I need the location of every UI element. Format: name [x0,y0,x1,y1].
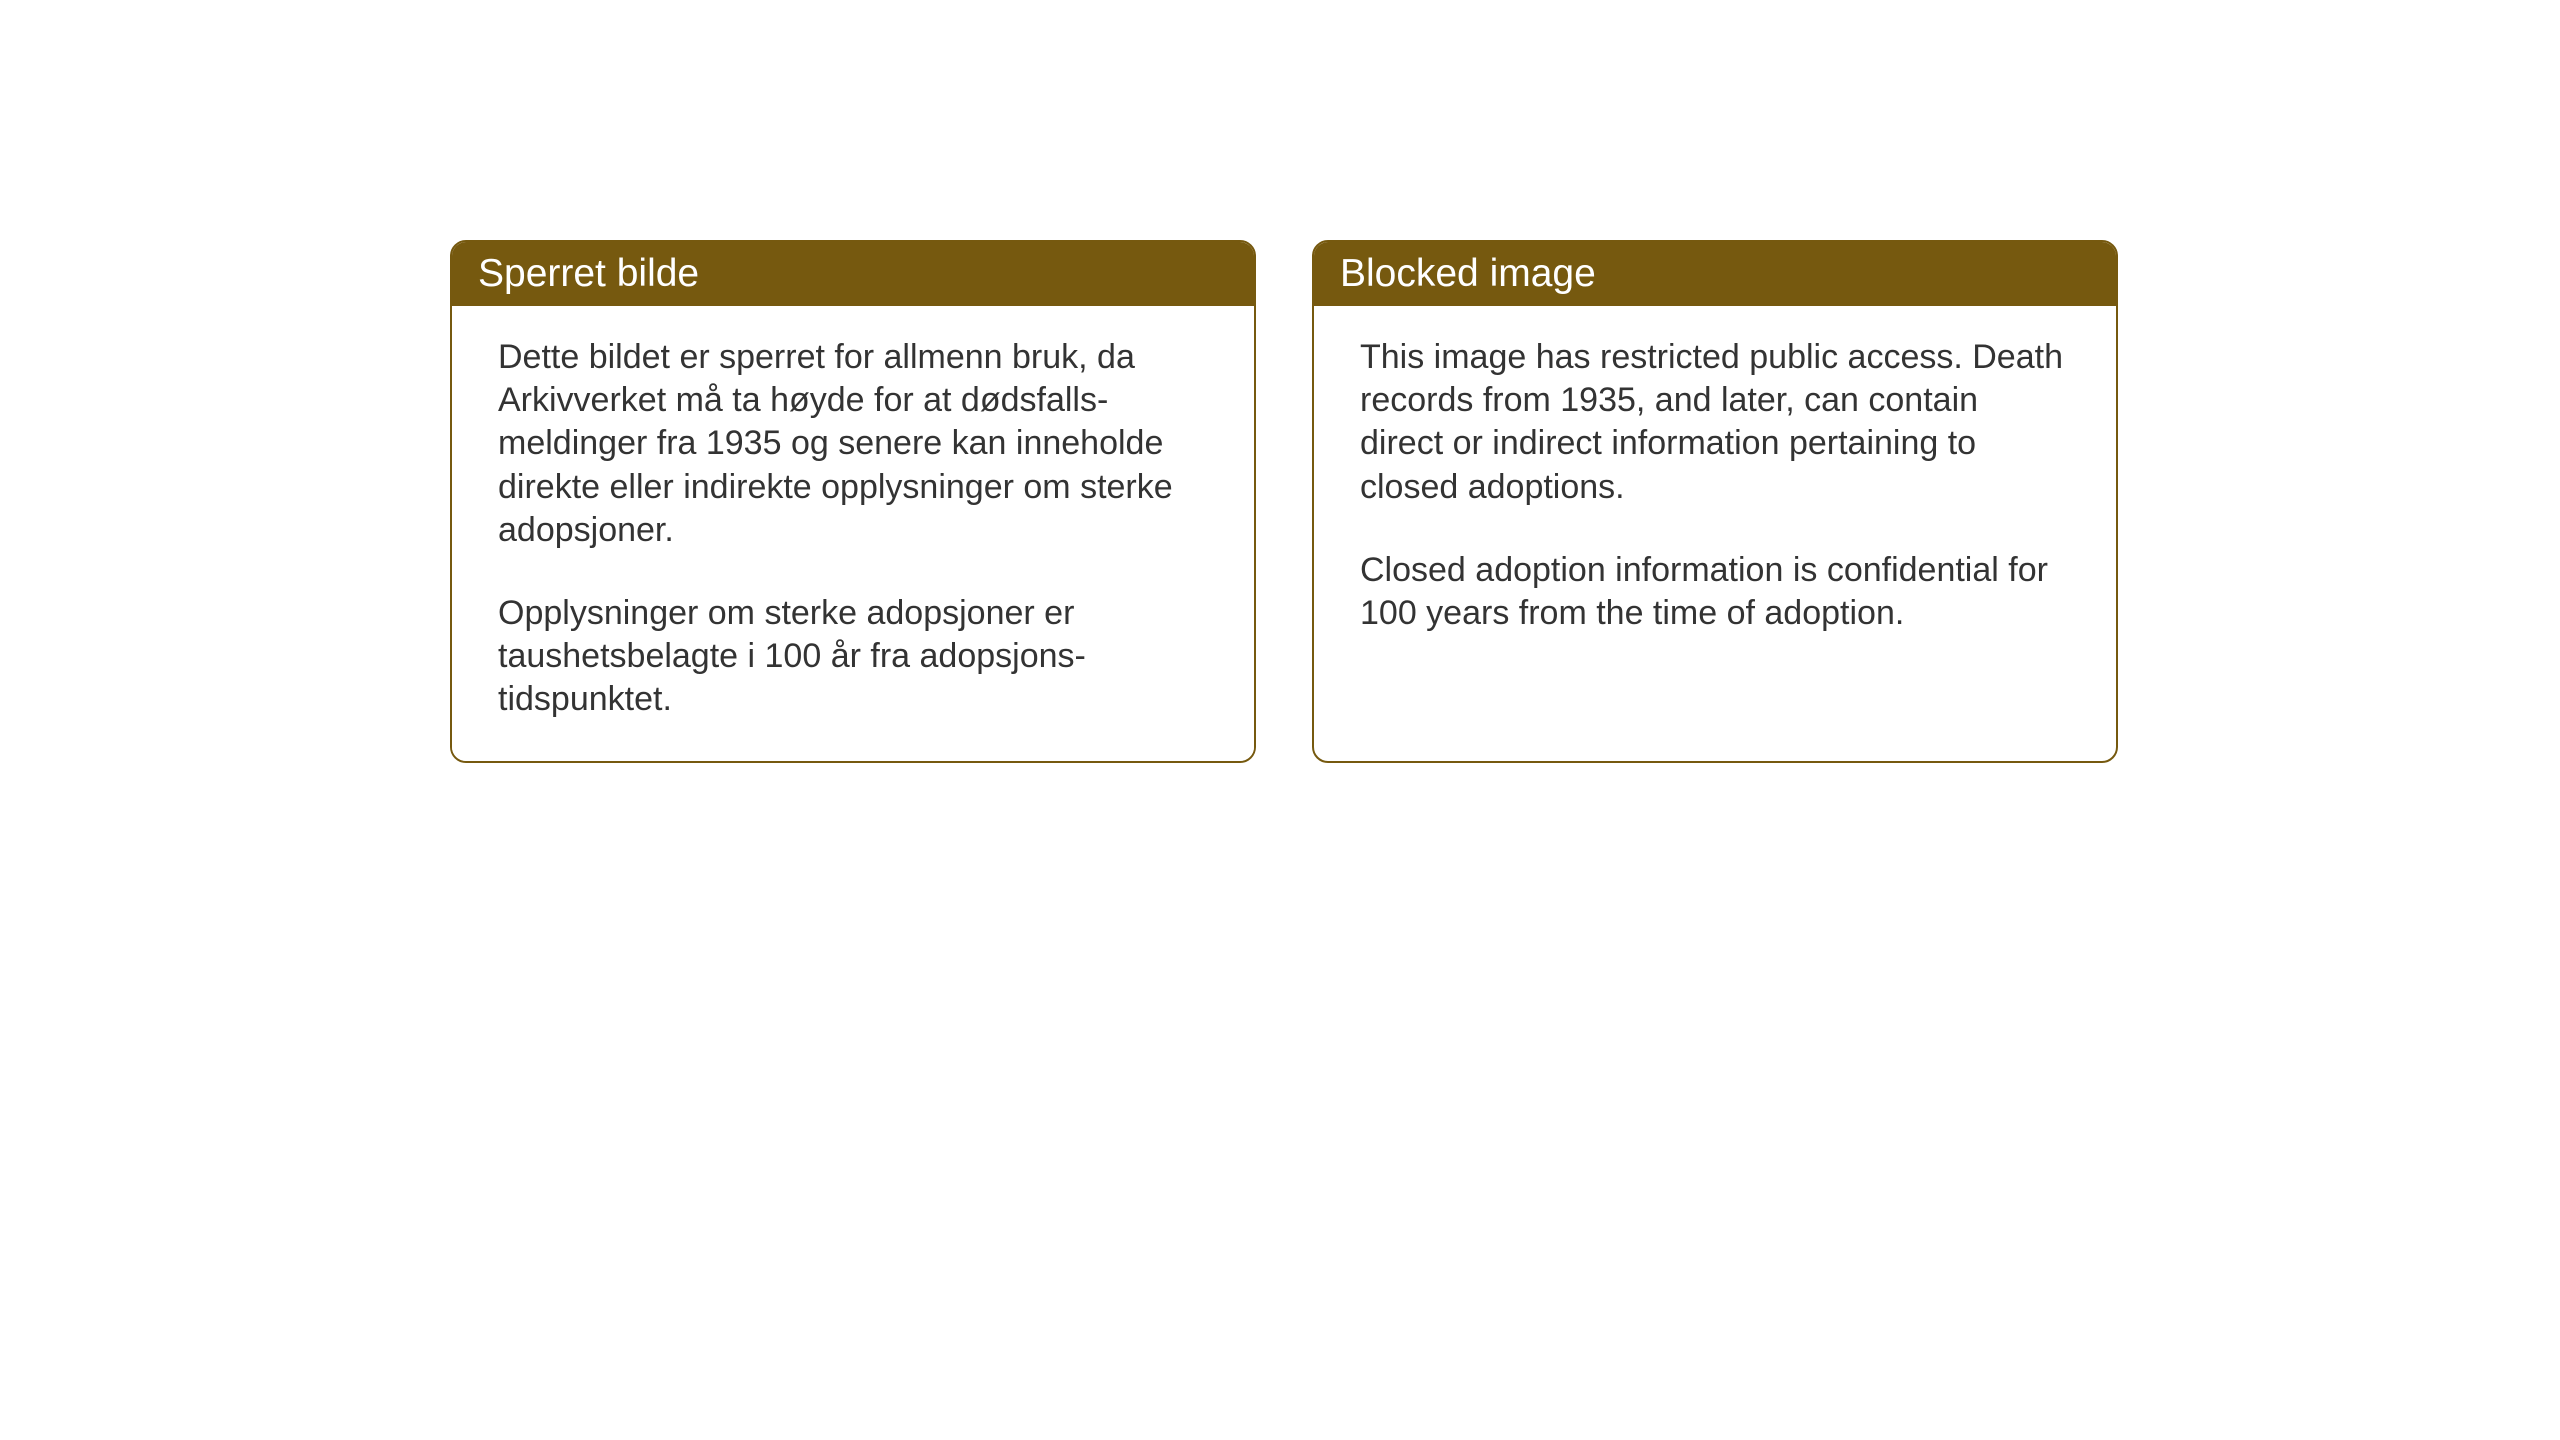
card-norwegian-body: Dette bildet er sperret for allmenn bruk… [452,306,1254,761]
cards-container: Sperret bilde Dette bildet er sperret fo… [450,240,2118,763]
card-english-header: Blocked image [1314,242,2116,306]
card-english-para2: Closed adoption information is confident… [1360,549,2070,635]
card-english-body: This image has restricted public access.… [1314,306,2116,675]
card-norwegian: Sperret bilde Dette bildet er sperret fo… [450,240,1256,763]
card-english: Blocked image This image has restricted … [1312,240,2118,763]
card-norwegian-para1: Dette bildet er sperret for allmenn bruk… [498,336,1208,552]
card-english-para1: This image has restricted public access.… [1360,336,2070,509]
card-norwegian-header: Sperret bilde [452,242,1254,306]
card-norwegian-para2: Opplysninger om sterke adopsjoner er tau… [498,592,1208,722]
